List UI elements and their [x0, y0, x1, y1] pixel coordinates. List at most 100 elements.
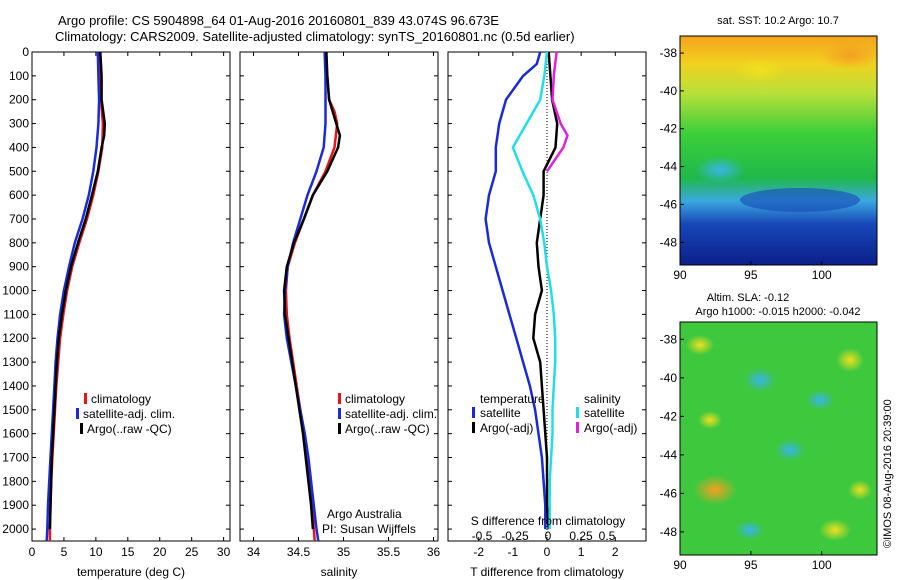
s-tick: -0.5 — [472, 529, 493, 543]
x-tick-label: 0 — [29, 545, 36, 559]
s-difference-ticks: -0.5 -0.25 0 0.25 0.5 — [472, 529, 616, 543]
x-tick-label: -2 — [473, 545, 484, 559]
depth-tick-label: 2000 — [2, 522, 29, 536]
legend-title-salinity: salinity — [584, 392, 621, 406]
profile-line-argo---raw--qc- — [48, 51, 107, 530]
x-tick-label: 25 — [185, 545, 199, 559]
lat-tick-label: -46 — [660, 486, 678, 500]
lat-tick-label: -44 — [660, 160, 678, 174]
depth-tick-label: 900 — [9, 260, 29, 274]
lat-tick-label: -42 — [660, 122, 678, 136]
lon-tick-label: 95 — [744, 268, 758, 282]
sla-map-title-line1: Altim. SLA: -0.12 — [707, 292, 790, 304]
legend-label-argo: Argo(..raw -QC) — [87, 422, 172, 436]
x-tick-label: 15 — [121, 545, 135, 559]
depth-tick-label: 1300 — [2, 355, 29, 369]
depth-tick-label: 1000 — [2, 284, 29, 298]
legend-label-t-argo: Argo(-adj) — [480, 421, 533, 435]
legend-swatch-argo — [338, 423, 341, 434]
profile-line-argo--adj- — [545, 51, 569, 173]
lat-tick-label: -44 — [660, 448, 678, 462]
x-tick-label: 36 — [427, 545, 441, 559]
depth-tick-label: 1900 — [2, 498, 29, 512]
temperature-axis-label: temperature (deg C) — [77, 565, 185, 579]
profile-line-satellite — [511, 51, 557, 530]
legend-label-climatology: climatology — [345, 392, 405, 406]
x-tick-label: 2 — [612, 545, 619, 559]
depth-tick-label: 800 — [9, 236, 29, 250]
x-tick-label: 34.5 — [287, 545, 311, 559]
profile-line-satellite-adj--clim- — [45, 51, 101, 542]
legend-label-argo: Argo(..raw -QC) — [345, 422, 430, 436]
depth-tick-label: 100 — [9, 69, 29, 83]
pi-label: PI: Susan Wijffels — [322, 522, 416, 536]
depth-tick-label: 400 — [9, 140, 29, 154]
lon-tick-label: 100 — [812, 268, 832, 282]
imos-timestamp: ©IMOS 08-Aug-2016 20:39:00 — [882, 399, 894, 548]
depth-tick-label: 1500 — [2, 403, 29, 417]
lat-tick-label: -40 — [660, 371, 678, 385]
salinity-plot-frame — [239, 51, 439, 542]
s-tick: 0 — [545, 529, 552, 543]
lat-tick-label: -48 — [660, 235, 678, 249]
lon-tick-label: 90 — [673, 268, 687, 282]
sla-map-title-line2: Argo h1000: -0.015 h2000: -0.042 — [695, 306, 860, 318]
legend-swatch-satellite — [76, 408, 79, 419]
lat-tick-label: -38 — [660, 332, 678, 346]
sst-heatmap — [680, 36, 880, 265]
lat-tick-label: -48 — [660, 525, 678, 539]
depth-tick-label: 1800 — [2, 474, 29, 488]
x-tick-label: 34 — [247, 545, 261, 559]
legend-swatch-t-satellite — [472, 407, 475, 418]
temperature-legend: climatology satellite-adj. clim. Argo(..… — [76, 392, 175, 436]
depth-axis-ticks: 0 100 200 300 400 500 600 700 800 900 1000 1100 1200… — [2, 45, 230, 536]
legend-label-t-satellite: satellite — [480, 406, 521, 420]
sla-map-frame — [679, 321, 878, 556]
s-tick: 0.5 — [599, 529, 616, 543]
legend-title-temperature: temperature — [480, 392, 545, 406]
depth-tick-label: 500 — [9, 164, 29, 178]
legend-swatch-climatology — [84, 393, 87, 404]
sst-map-ticks: 90 95 100 -38 -40 -42 -44 -46 -48 — [660, 46, 832, 282]
profile-line-argo---raw--qc- — [282, 51, 342, 530]
legend-swatch-climatology — [338, 393, 341, 404]
figure-title-line1: Argo profile: CS 5904898_64 01-Aug-2016 … — [58, 13, 499, 28]
t-difference-axis-ticks: -2 -1 0 1 2 — [473, 52, 619, 559]
profile-line-satellite — [484, 51, 547, 530]
legend-label-satellite: satellite-adj. clim. — [345, 407, 437, 421]
lat-tick-label: -38 — [660, 46, 678, 60]
lat-tick-label: -42 — [660, 409, 678, 423]
salinity-depth-ticks — [240, 51, 438, 530]
depth-tick-label: 700 — [9, 212, 29, 226]
x-tick-label: 5 — [61, 545, 68, 559]
difference-depth-ticks — [448, 51, 646, 530]
argo-australia-label: Argo Australia — [327, 507, 402, 521]
s-difference-axis-label: S difference from climatology — [471, 514, 626, 528]
legend-label-climatology: climatology — [91, 392, 151, 406]
lat-tick-label: -40 — [660, 84, 678, 98]
depth-tick-label: 1200 — [2, 331, 29, 345]
legend-swatch-argo — [80, 423, 83, 434]
sla-map-ticks: 90 95 100 -38 -40 -42 -44 -46 -48 — [660, 332, 832, 572]
lat-tick-label: -46 — [660, 197, 678, 211]
x-tick-label: 10 — [89, 545, 103, 559]
legend-swatch-s-argo — [576, 422, 579, 433]
difference-panel: -2 -1 0 1 2 S difference from climatology -0… — [447, 51, 647, 579]
s-tick: 0.25 — [569, 529, 593, 543]
legend-swatch-satellite — [338, 408, 341, 419]
sla-heatmap — [680, 322, 877, 555]
salinity-panel: 34 34.5 35 35.5 36 salinity climatology sate… — [239, 51, 441, 579]
sst-map-frame — [679, 35, 878, 266]
x-tick-label: 35 — [337, 545, 351, 559]
depth-tick-label: 1100 — [3, 307, 29, 321]
x-tick-label: -1 — [508, 545, 519, 559]
salinity-profile-lines — [282, 51, 342, 542]
t-difference-axis-label: T difference from climatology — [470, 565, 624, 579]
depth-tick-label: 0 — [22, 45, 29, 59]
depth-tick-label: 1700 — [2, 451, 29, 465]
legend-swatch-s-satellite — [576, 407, 579, 418]
lon-tick-label: 95 — [744, 558, 758, 572]
difference-legend: temperature salinity satellite Argo(-adj… — [472, 392, 637, 435]
sst-map-title: sat. SST: 10.2 Argo: 10.7 — [717, 15, 839, 27]
